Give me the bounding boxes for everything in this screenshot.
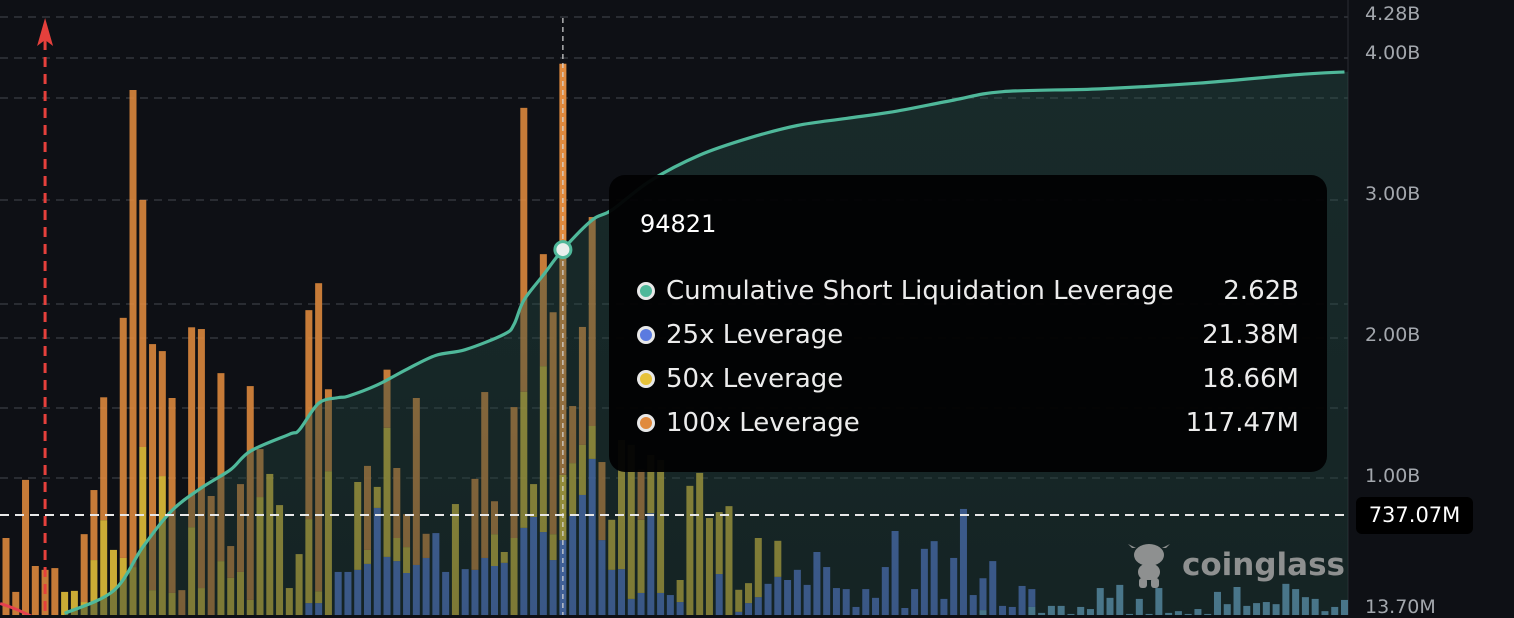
100x-bar-segment <box>90 490 98 561</box>
50x-bar-segment <box>90 560 98 615</box>
100x-bar-segment <box>139 199 147 447</box>
25x-dot-icon <box>637 326 655 344</box>
cumulative-dot-icon <box>637 282 655 300</box>
100x-bar-segment <box>100 397 108 521</box>
hover-point <box>553 240 573 260</box>
50x-bar-segment <box>70 590 78 615</box>
tooltip-label: 25x Leverage <box>666 320 844 350</box>
100x-bar-segment <box>520 107 528 392</box>
tooltip-label: 50x Leverage <box>666 364 844 394</box>
100x-bar-segment <box>129 90 137 568</box>
axis-tick-label: 3.00B <box>1365 183 1421 205</box>
red-series-line <box>0 602 33 615</box>
50x-bar-segment <box>100 520 108 615</box>
watermark-text: coinglass <box>1182 547 1346 583</box>
axis-tick-label: 4.28B <box>1365 2 1421 25</box>
axis-tick-label: 13.70M <box>1365 596 1436 618</box>
100x-bar-segment <box>119 317 127 558</box>
100x-bar-segment <box>2 538 10 615</box>
crosshair-value-label: 737.07M <box>1356 497 1473 534</box>
100x-bar-segment <box>168 398 176 593</box>
100x-bar-segment <box>197 329 205 589</box>
coinglass-watermark: coinglass <box>1126 540 1345 590</box>
100x-bar-segment <box>217 373 225 562</box>
tooltip-title: 94821 <box>640 210 717 238</box>
50x-bar-segment <box>109 549 117 615</box>
100x-bar-segment <box>31 566 39 615</box>
50x-dot-icon <box>637 370 655 388</box>
arrow-up-icon <box>37 18 54 46</box>
100x-bar-segment <box>12 591 20 615</box>
100x-bar-segment <box>51 568 59 615</box>
axis-tick-label: 2.00B <box>1365 324 1421 346</box>
100x-dot-icon <box>637 414 655 432</box>
chart-overlay <box>0 18 1348 615</box>
cumulative-line <box>63 70 1345 615</box>
tooltip: 94821 Cumulative Short Liquidation Lever… <box>609 175 1327 472</box>
100x-bar-segment <box>188 327 196 528</box>
tooltip-row-50x: 50x Leverage 18.66M <box>637 361 1299 397</box>
tooltip-value: 2.62B <box>1223 276 1299 306</box>
50x-bar-segment <box>139 447 147 615</box>
axis-tick-label: 1.00B <box>1365 465 1421 487</box>
tooltip-value: 21.38M <box>1202 320 1299 350</box>
tooltip-row-cumulative: Cumulative Short Liquidation Leverage 2.… <box>637 273 1299 309</box>
tooltip-value: 18.66M <box>1202 364 1299 394</box>
100x-bar-segment <box>149 344 157 591</box>
tooltip-value: 117.47M <box>1185 408 1299 438</box>
50x-bar-segment <box>61 591 69 615</box>
axis-tick-label: 4.00B <box>1365 42 1421 64</box>
tooltip-row-25x: 25x Leverage 21.38M <box>637 317 1299 353</box>
100x-bar-segment <box>22 479 30 615</box>
tooltip-label: 100x Leverage <box>666 408 860 438</box>
coinglass-logo-icon <box>1128 544 1170 588</box>
tooltip-label: Cumulative Short Liquidation Leverage <box>666 276 1174 306</box>
100x-bar-segment <box>158 351 166 477</box>
100x-bar-segment <box>80 534 88 603</box>
tooltip-row-100x: 100x Leverage 117.47M <box>637 405 1299 441</box>
